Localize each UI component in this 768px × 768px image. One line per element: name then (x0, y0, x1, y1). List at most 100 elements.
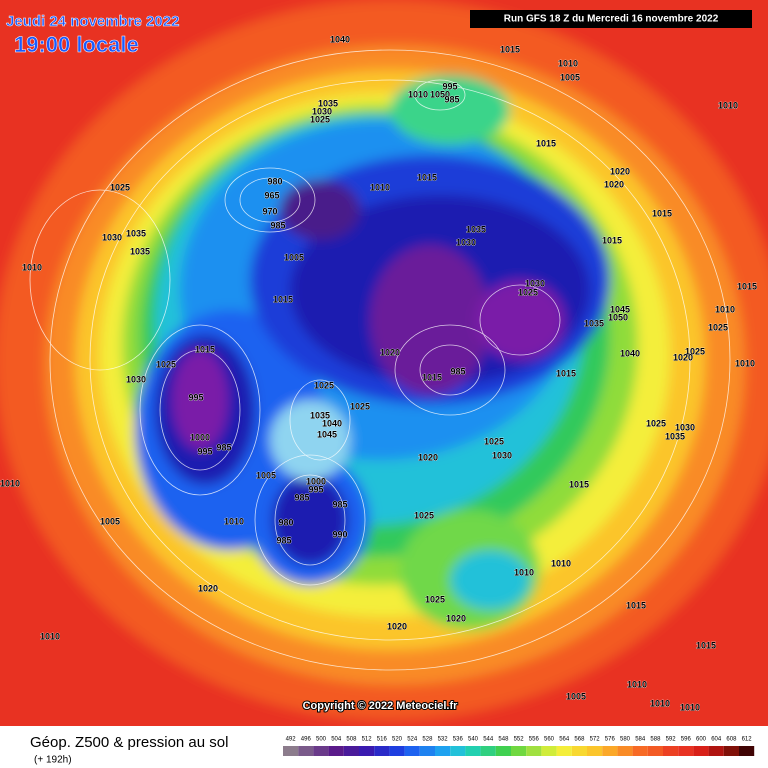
pressure-label: 1030 (675, 422, 695, 432)
pressure-label: 1025 (310, 114, 330, 124)
pressure-label: 1010 (224, 516, 244, 526)
scale-swatch (678, 746, 694, 756)
pressure-label: 1010 (627, 679, 647, 689)
scale-swatch (359, 746, 375, 756)
pressure-label: 1015 (536, 138, 556, 148)
scale-label: 588 (650, 737, 661, 743)
pressure-label: 1025 (156, 359, 176, 369)
pressure-label: 1020 (610, 166, 630, 176)
scale-label: 592 (666, 737, 677, 743)
color-scale: 492 496 500 504 508 512 516 520 524 528 532 536 540 5… (283, 737, 755, 756)
pressure-label: 1030 (456, 237, 476, 247)
scale-swatch (587, 746, 603, 756)
pressure-label: 1050 (430, 89, 450, 99)
pressure-label: 985 (276, 535, 291, 545)
pressure-label: 995 (308, 484, 323, 494)
pressure-label: 1015 (652, 208, 672, 218)
scale-label: 572 (590, 737, 601, 743)
scale-swatch (571, 746, 587, 756)
pressure-label: 1015 (569, 479, 589, 489)
pressure-label: 990 (332, 529, 347, 539)
scale-label: 596 (681, 737, 692, 743)
pressure-label: 1005 (256, 470, 276, 480)
run-box (470, 10, 752, 28)
pressure-label: 1025 (425, 594, 445, 604)
pressure-label: 1015 (417, 172, 437, 182)
pressure-label: 1015 (626, 600, 646, 610)
pressure-label: 1005 (284, 252, 304, 262)
pressure-label: 1010 (514, 567, 534, 577)
scale-label: 536 (453, 737, 464, 743)
scale-swatch (404, 746, 420, 756)
pressure-label: 985 (270, 220, 285, 230)
pressure-label: 1020 (380, 347, 400, 357)
scale-swatch (647, 746, 663, 756)
scale-swatch (723, 746, 739, 756)
scale-swatch (313, 746, 329, 756)
pressure-label: 985 (216, 442, 231, 452)
scale-label: 496 (301, 737, 312, 743)
pressure-label: 1035 (665, 431, 685, 441)
scale-swatch (693, 746, 709, 756)
pressure-label: 995 (197, 446, 212, 456)
pressure-label: 1045 (610, 304, 630, 314)
scale-swatch (374, 746, 390, 756)
pressure-label: 1015 (500, 44, 520, 54)
pressure-label: 1010 (22, 262, 42, 272)
pressure-label: 1010 (715, 304, 735, 314)
pressure-label: 980 (267, 176, 282, 186)
scale-swatch (343, 746, 359, 756)
pressure-label: 1035 (466, 224, 486, 234)
scale-label: 608 (726, 737, 737, 743)
copyright: Copyright © 2022 Meteociel.fr (303, 700, 459, 712)
footer-subtitle: (+ 192h) (34, 755, 72, 766)
pressure-label: 985 (294, 492, 309, 502)
pressure-label: 1035 (318, 98, 338, 108)
scale-swatch (389, 746, 405, 756)
pressure-label: 1010 (370, 182, 390, 192)
pressure-label: 1030 (525, 278, 545, 288)
pressure-label: 995 (442, 81, 457, 91)
pressure-label: 1025 (110, 182, 130, 192)
scale-label: 584 (635, 737, 646, 743)
pressure-label: 1015 (195, 344, 215, 354)
pressure-label: 1015 (273, 294, 293, 304)
pressure-label: 1010 (558, 58, 578, 68)
pressure-label: 985 (450, 366, 465, 376)
pressure-label: 985 (444, 94, 459, 104)
scale-label: 552 (514, 737, 525, 743)
scale-swatch (450, 746, 466, 756)
scale-label: 544 (483, 737, 494, 743)
scale-swatch (663, 746, 679, 756)
pressure-label: 995 (188, 392, 203, 402)
scale-swatch (495, 746, 511, 756)
pressure-label: 985 (332, 499, 347, 509)
pressure-label: 1025 (518, 287, 538, 297)
pressure-label: 1040 (322, 418, 342, 428)
pressure-label: 1010 (40, 631, 60, 641)
scale-swatch (632, 746, 648, 756)
pressure-label: 1015 (602, 235, 622, 245)
scale-label: 568 (574, 737, 585, 743)
scale-swatch (328, 746, 344, 756)
pressure-label: 1035 (310, 410, 330, 420)
pressure-label: 980 (278, 517, 293, 527)
pressure-label: 1020 (604, 179, 624, 189)
pressure-label: 1040 (330, 34, 350, 44)
pressure-label: 1030 (102, 232, 122, 242)
pressure-label: 1010 (650, 698, 670, 708)
scale-swatch (480, 746, 496, 756)
scale-label: 548 (498, 737, 509, 743)
pressure-label: 1005 (100, 516, 120, 526)
scale-label: 512 (362, 737, 373, 743)
scale-swatch (283, 746, 299, 756)
scale-swatch (511, 746, 527, 756)
scale-label: 532 (438, 737, 449, 743)
scale-label: 564 (559, 737, 570, 743)
date: Jeudi 24 novembre 2022 (6, 13, 179, 30)
pressure-label: 1010 (0, 478, 20, 488)
footer-title: Géop. Z500 & pression au sol (30, 734, 228, 751)
scale-label: 576 (605, 737, 616, 743)
